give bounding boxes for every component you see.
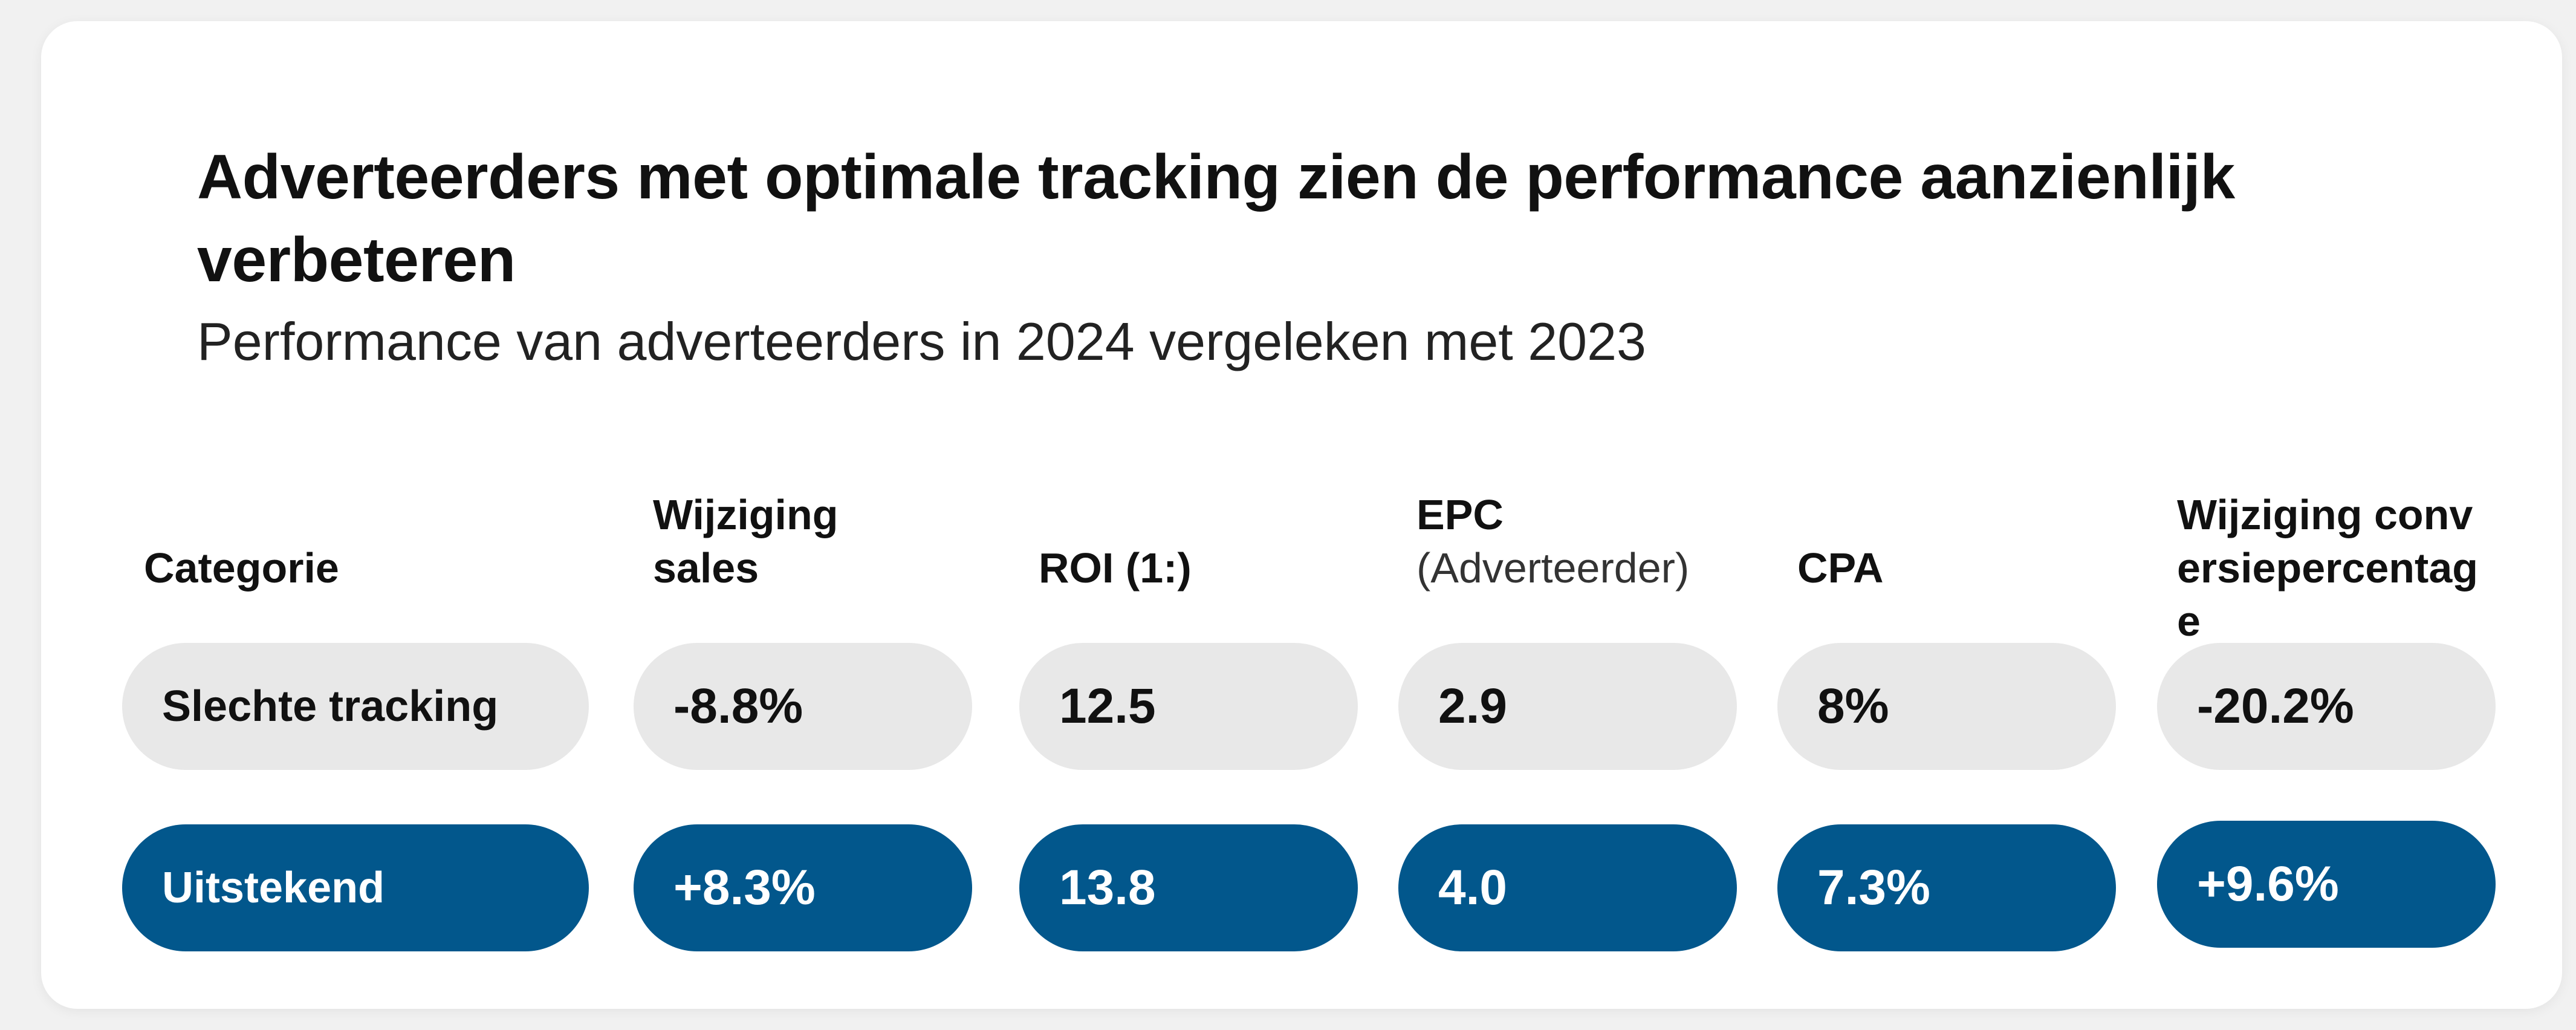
chart-subtitle: Performance van adverteerders in 2024 ve… [197,311,1646,371]
value-pill: 2.9 [1398,643,1737,770]
chart-title: Adverteerders met optimale tracking zien… [197,142,2235,295]
header-wijziging-sales: Wijziging sales [653,488,919,595]
header-cpa: CPA [1797,541,2063,595]
header-cpa-label: CPA [1797,544,1884,592]
header-epc-label: EPC [1416,491,1504,538]
header-roi: ROI (1:) [1039,541,1305,595]
category-pill: Uitstekend [122,824,589,951]
header-roi-label: ROI (1:) [1039,544,1192,592]
value-pill: 4.0 [1398,824,1737,951]
category-pill: Slechte tracking [122,643,589,770]
header-categorie: Categorie [144,541,567,595]
value-pill: 13.8 [1019,824,1358,951]
header-categorie-label: Categorie [144,544,339,592]
value-pill: 7.3% [1777,824,2116,951]
value-pill: +8.3% [634,824,972,951]
header-epc-sublabel: (Adverteerder) [1416,544,1690,592]
value-pill: 12.5 [1019,643,1358,770]
header-wijziging-sales-label: Wijziging sales [653,491,839,592]
header-wijziging-conversiepercentage: Wijziging conversiepercentage [2177,488,2479,648]
chart-card: Adverteerders met optimale tracking zien… [41,21,2562,1009]
value-pill: 8% [1777,643,2116,770]
value-pill: +9.6% [2157,821,2496,948]
value-pill: -20.2% [2157,643,2496,770]
header-wijziging-conversiepercentage-label: Wijziging conversiepercentage [2177,491,2479,645]
header-epc: EPC (Adverteerder) [1416,488,1755,595]
value-pill: -8.8% [634,643,972,770]
